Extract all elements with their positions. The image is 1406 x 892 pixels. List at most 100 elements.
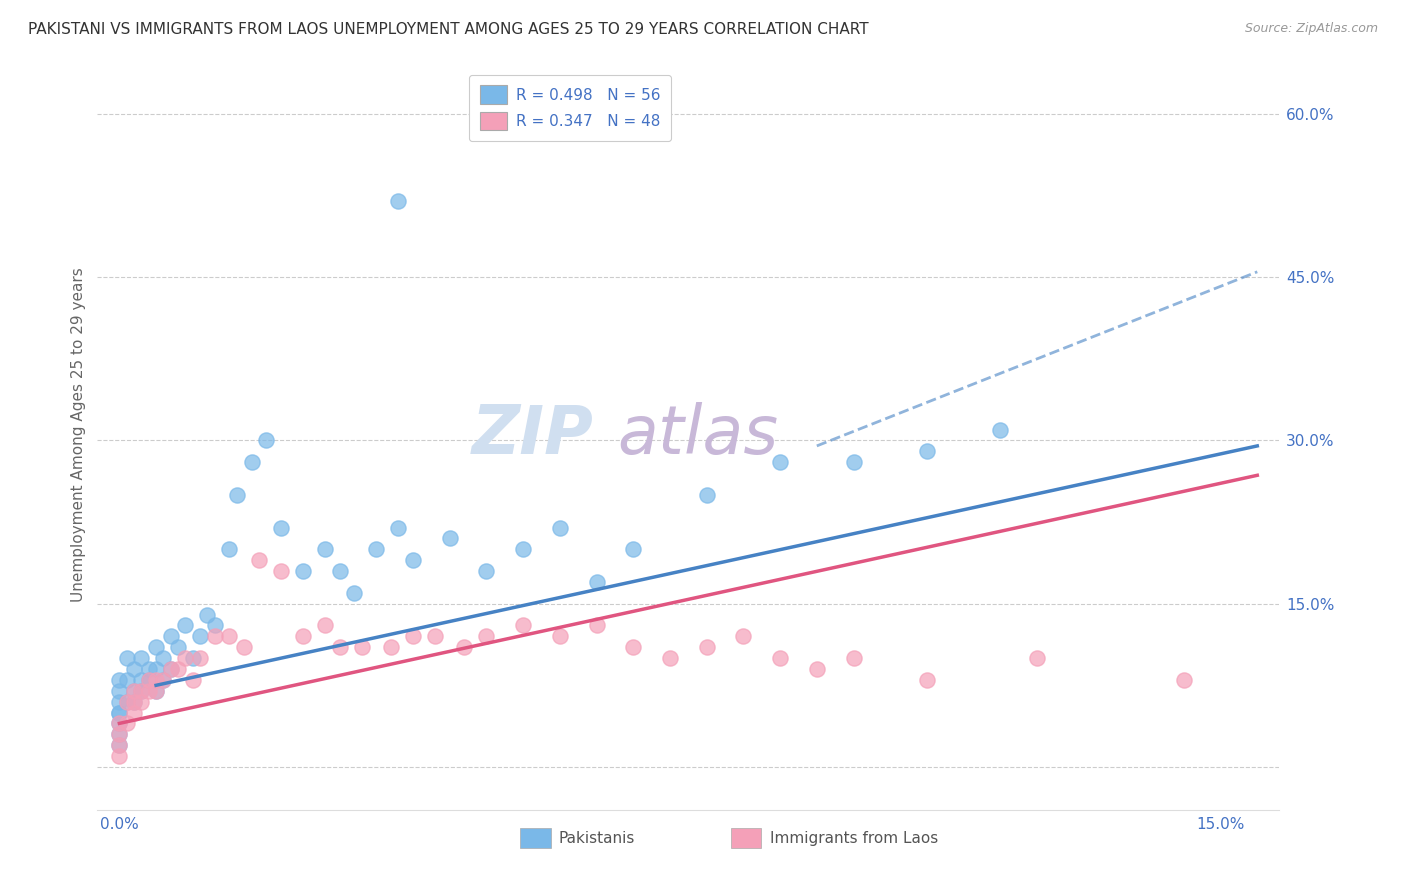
Point <box>512 542 534 557</box>
Point <box>108 706 131 720</box>
Point <box>159 662 181 676</box>
Point <box>842 455 865 469</box>
FancyBboxPatch shape <box>520 829 551 848</box>
Point <box>181 651 204 665</box>
Point <box>188 651 211 665</box>
Point <box>512 618 534 632</box>
Text: Pakistanis: Pakistanis <box>560 830 636 846</box>
Point <box>291 629 314 643</box>
Point <box>915 444 938 458</box>
Point <box>115 695 138 709</box>
Point <box>769 651 792 665</box>
Point <box>122 683 145 698</box>
Text: ZIP: ZIP <box>472 402 593 468</box>
Point <box>988 423 1011 437</box>
Point <box>108 738 131 752</box>
Point <box>122 695 145 709</box>
Point <box>159 629 181 643</box>
Point <box>387 194 409 208</box>
Point <box>115 673 138 687</box>
Point <box>145 662 167 676</box>
Point <box>475 629 498 643</box>
Point <box>1173 673 1195 687</box>
Point <box>475 564 498 578</box>
Point <box>108 706 131 720</box>
Point <box>329 564 352 578</box>
Point <box>108 727 131 741</box>
Point <box>174 651 197 665</box>
Point <box>145 683 167 698</box>
Point <box>115 695 138 709</box>
Point <box>254 434 277 448</box>
Point <box>439 532 461 546</box>
Point <box>159 662 181 676</box>
Point <box>108 673 131 687</box>
Point <box>270 564 292 578</box>
Point <box>131 683 153 698</box>
Point <box>233 640 256 655</box>
Point <box>108 716 131 731</box>
Point <box>548 520 571 534</box>
Point <box>585 574 607 589</box>
Point <box>138 662 160 676</box>
Point <box>314 618 336 632</box>
Point <box>453 640 475 655</box>
Point <box>138 683 160 698</box>
Point <box>138 673 160 687</box>
Point <box>842 651 865 665</box>
Point <box>1026 651 1049 665</box>
Point <box>131 651 153 665</box>
Point <box>138 673 160 687</box>
Y-axis label: Unemployment Among Ages 25 to 29 years: Unemployment Among Ages 25 to 29 years <box>72 268 86 602</box>
Point <box>174 618 197 632</box>
Point <box>270 520 292 534</box>
Point <box>152 673 174 687</box>
Point <box>343 586 366 600</box>
Point <box>131 695 153 709</box>
Point <box>548 629 571 643</box>
Point <box>204 629 226 643</box>
Text: Immigrants from Laos: Immigrants from Laos <box>770 830 938 846</box>
Point <box>314 542 336 557</box>
Point <box>152 673 174 687</box>
Point <box>167 640 190 655</box>
Point <box>329 640 352 655</box>
Point <box>696 640 718 655</box>
Point <box>218 629 240 643</box>
Point <box>733 629 755 643</box>
Point <box>696 488 718 502</box>
Point <box>621 542 644 557</box>
Point <box>181 673 204 687</box>
Point <box>167 662 190 676</box>
Point <box>108 695 131 709</box>
Point <box>131 673 153 687</box>
Point <box>225 488 247 502</box>
Point <box>108 749 131 764</box>
Point <box>108 716 131 731</box>
Point <box>423 629 446 643</box>
Point <box>402 553 425 567</box>
Point <box>659 651 682 665</box>
Point <box>108 727 131 741</box>
Point <box>380 640 402 655</box>
Point <box>145 673 167 687</box>
Point <box>108 683 131 698</box>
Point <box>218 542 240 557</box>
Point <box>108 738 131 752</box>
Point <box>131 683 153 698</box>
Point <box>806 662 828 676</box>
Point <box>350 640 373 655</box>
Point <box>585 618 607 632</box>
Point <box>122 683 145 698</box>
Text: Source: ZipAtlas.com: Source: ZipAtlas.com <box>1244 22 1378 36</box>
Point <box>115 716 138 731</box>
Point <box>145 683 167 698</box>
Point <box>197 607 219 622</box>
Point <box>122 695 145 709</box>
Point <box>915 673 938 687</box>
Point <box>204 618 226 632</box>
Point <box>247 553 270 567</box>
Point <box>145 640 167 655</box>
Point <box>366 542 388 557</box>
Point <box>240 455 263 469</box>
